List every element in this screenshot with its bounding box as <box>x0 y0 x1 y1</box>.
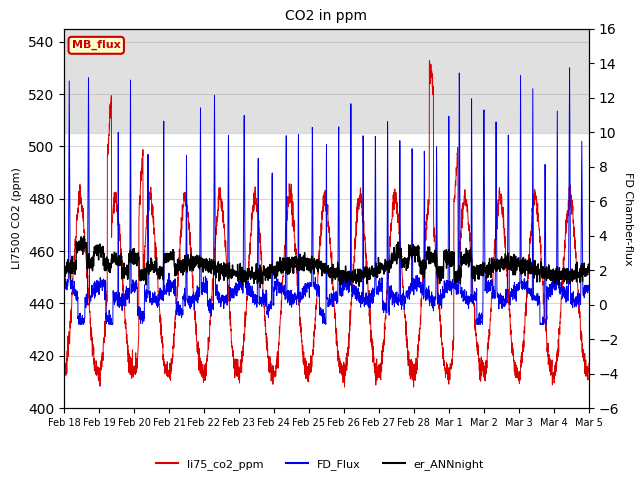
Y-axis label: FD Chamber-flux: FD Chamber-flux <box>623 171 633 265</box>
Title: CO2 in ppm: CO2 in ppm <box>285 10 367 24</box>
Legend: li75_co2_ppm, FD_Flux, er_ANNnight: li75_co2_ppm, FD_Flux, er_ANNnight <box>151 455 489 474</box>
Y-axis label: LI7500 CO2 (ppm): LI7500 CO2 (ppm) <box>12 168 22 269</box>
Text: MB_flux: MB_flux <box>72 40 120 50</box>
Bar <box>64 29 589 133</box>
